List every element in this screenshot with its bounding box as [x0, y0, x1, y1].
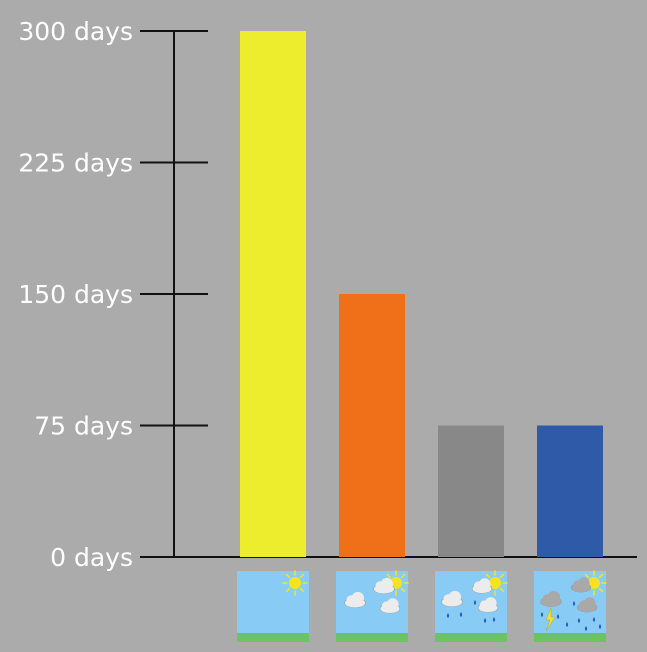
thunderstorm-icon: [534, 570, 607, 642]
bar-partly-cloudy: [339, 294, 405, 557]
rain-cloud-icon: [435, 570, 508, 642]
bar-sunny: [240, 31, 306, 557]
y-tick-label: 150 days: [18, 280, 133, 309]
y-tick-label: 300 days: [18, 17, 133, 46]
y-tick-label: 225 days: [18, 149, 133, 178]
y-tick-label: 0 days: [50, 543, 133, 572]
bar-stormy: [537, 425, 603, 557]
sun-icon: [237, 570, 309, 642]
sun-cloud-icon: [336, 570, 409, 642]
y-tick-label: 75 days: [34, 412, 133, 441]
y-axis-ticks: 0 days 75 days 150 days 225 days 300 days: [18, 17, 208, 572]
category-icons: [237, 570, 607, 642]
bar-rainy: [438, 425, 504, 557]
bars: [240, 31, 603, 557]
